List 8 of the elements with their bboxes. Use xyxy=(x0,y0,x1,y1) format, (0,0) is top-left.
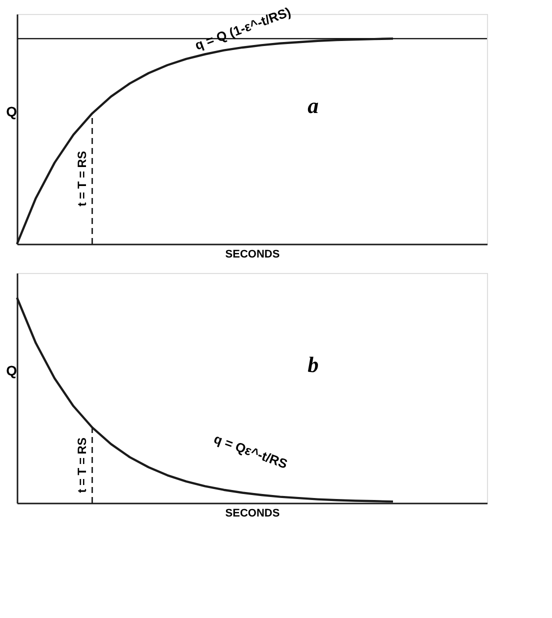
y-axis-title: Q xyxy=(6,104,18,120)
x-axis-title: SECONDS xyxy=(225,508,280,520)
text: b xyxy=(308,352,319,377)
x-axis-title: SECONDS xyxy=(225,248,280,260)
annotation: t = T = RS xyxy=(75,438,90,493)
y-axis-title: Q xyxy=(6,362,18,378)
text: a xyxy=(308,93,319,118)
annotation: t = T = RS xyxy=(75,151,90,206)
